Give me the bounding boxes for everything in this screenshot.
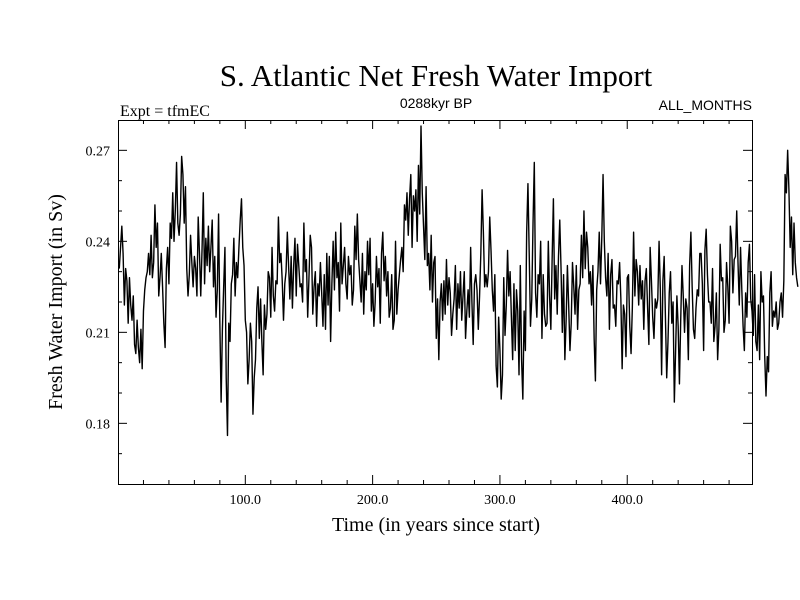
y-axis: 0.18 0.21 0.24 0.27 <box>86 144 752 455</box>
y-axis-title: Fresh Water Import (in Sv) <box>45 194 67 410</box>
period-label: 0288kyr BP <box>400 95 472 111</box>
y-tick-label: 0.24 <box>86 235 111 250</box>
x-axis: 100.0 200.0 300.0 400.0 <box>142 120 730 508</box>
months-label: ALL_MONTHS <box>659 97 752 113</box>
x-tick-label: 100.0 <box>230 493 262 508</box>
x-tick-label: 300.0 <box>484 493 516 508</box>
chart-title: S. Atlantic Net Fresh Water Import <box>220 58 653 93</box>
x-axis-title: Time (in years since start) <box>332 514 540 536</box>
x-tick-label: 400.0 <box>611 493 643 508</box>
x-tick-label: 200.0 <box>357 493 389 508</box>
series-line <box>118 125 799 437</box>
experiment-label: Expt = tfmEC <box>120 103 210 120</box>
y-tick-label: 0.18 <box>86 417 111 432</box>
y-tick-label: 0.21 <box>86 326 111 341</box>
y-tick-label: 0.27 <box>86 144 111 159</box>
